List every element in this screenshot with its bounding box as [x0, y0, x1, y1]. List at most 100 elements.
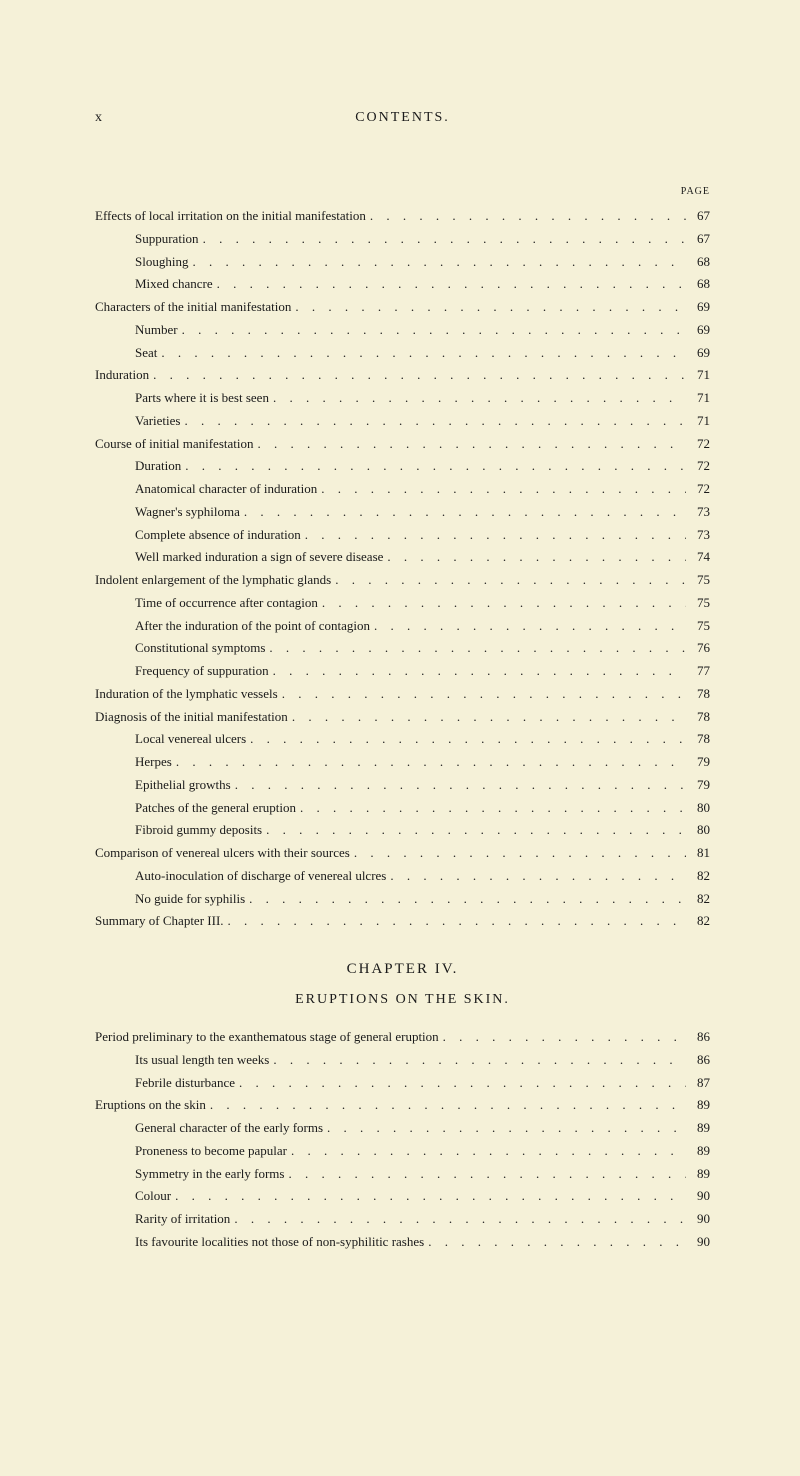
- toc-entry-page: 69: [686, 319, 710, 342]
- toc-entry-label: Induration: [95, 364, 149, 387]
- toc-entry-page: 78: [686, 728, 710, 751]
- toc-leader-dots: . . . . . . . . . . . . . . . . . . . . …: [269, 660, 686, 683]
- toc-entry-label: Sloughing: [135, 251, 188, 274]
- toc-entry-page: 82: [686, 888, 710, 911]
- toc-leader-dots: . . . . . . . . . . . . . . . . . . . . …: [188, 251, 686, 274]
- toc-entry: Herpes. . . . . . . . . . . . . . . . . …: [95, 751, 710, 774]
- toc-entry-page: 75: [686, 592, 710, 615]
- toc-entry: Course of initial manifestation. . . . .…: [95, 433, 710, 456]
- toc-entry-label: Anatomical character of induration: [135, 478, 317, 501]
- toc-section-1: Effects of local irritation on the initi…: [95, 205, 710, 933]
- toc-entry-page: 89: [686, 1117, 710, 1140]
- toc-entry-label: Number: [135, 319, 178, 342]
- toc-entry-page: 81: [686, 842, 710, 865]
- toc-entry-page: 78: [686, 683, 710, 706]
- toc-entry-page: 87: [686, 1072, 710, 1095]
- toc-entry-page: 69: [686, 342, 710, 365]
- toc-leader-dots: . . . . . . . . . . . . . . . . . . . . …: [383, 546, 686, 569]
- toc-entry: Anatomical character of induration. . . …: [95, 478, 710, 501]
- toc-entry: Mixed chancre. . . . . . . . . . . . . .…: [95, 273, 710, 296]
- toc-entry-label: Fibroid gummy deposits: [135, 819, 262, 842]
- toc-entry-label: Proneness to become papular: [135, 1140, 287, 1163]
- toc-entry: Suppuration. . . . . . . . . . . . . . .…: [95, 228, 710, 251]
- toc-entry-label: Suppuration: [135, 228, 199, 251]
- toc-entry-page: 86: [686, 1026, 710, 1049]
- toc-entry-page: 73: [686, 501, 710, 524]
- toc-leader-dots: . . . . . . . . . . . . . . . . . . . . …: [265, 637, 686, 660]
- toc-entry: Induration. . . . . . . . . . . . . . . …: [95, 364, 710, 387]
- toc-entry: Patches of the general eruption. . . . .…: [95, 797, 710, 820]
- toc-entry-label: Epithelial growths: [135, 774, 231, 797]
- toc-entry-label: Time of occurrence after contagion: [135, 592, 318, 615]
- toc-entry-label: Wagner's syphiloma: [135, 501, 240, 524]
- toc-entry: Characters of the initial manifestation.…: [95, 296, 710, 319]
- toc-entry: Number. . . . . . . . . . . . . . . . . …: [95, 319, 710, 342]
- toc-entry-page: 71: [686, 364, 710, 387]
- toc-entry-label: Mixed chancre: [135, 273, 213, 296]
- toc-entry-page: 75: [686, 569, 710, 592]
- toc-entry: Fibroid gummy deposits. . . . . . . . . …: [95, 819, 710, 842]
- toc-entry-page: 72: [686, 455, 710, 478]
- toc-entry: Effects of local irritation on the initi…: [95, 205, 710, 228]
- toc-entry: Duration. . . . . . . . . . . . . . . . …: [95, 455, 710, 478]
- toc-entry: Epithelial growths. . . . . . . . . . . …: [95, 774, 710, 797]
- toc-entry-page: 90: [686, 1231, 710, 1254]
- toc-entry-label: Auto-inoculation of discharge of venerea…: [135, 865, 386, 888]
- toc-entry-page: 90: [686, 1185, 710, 1208]
- toc-entry: Diagnosis of the initial manifestation. …: [95, 706, 710, 729]
- toc-entry-label: Well marked induration a sign of severe …: [135, 546, 383, 569]
- toc-leader-dots: . . . . . . . . . . . . . . . . . . . . …: [278, 683, 686, 706]
- toc-leader-dots: . . . . . . . . . . . . . . . . . . . . …: [246, 728, 686, 751]
- toc-entry-label: Characters of the initial manifestation: [95, 296, 291, 319]
- toc-entry-page: 71: [686, 410, 710, 433]
- toc-entry-page: 79: [686, 751, 710, 774]
- toc-entry-page: 72: [686, 478, 710, 501]
- toc-entry-page: 82: [686, 865, 710, 888]
- toc-entry-page: 68: [686, 251, 710, 274]
- toc-entry-label: Parts where it is best seen: [135, 387, 269, 410]
- toc-leader-dots: . . . . . . . . . . . . . . . . . . . . …: [230, 1208, 686, 1231]
- toc-entry: Febrile disturbance. . . . . . . . . . .…: [95, 1072, 710, 1095]
- toc-entry-label: Diagnosis of the initial manifestation: [95, 706, 288, 729]
- toc-entry-label: Varieties: [135, 410, 180, 433]
- toc-entry: Period preliminary to the exanthematous …: [95, 1026, 710, 1049]
- toc-leader-dots: . . . . . . . . . . . . . . . . . . . . …: [245, 888, 686, 911]
- toc-entry-label: Rarity of irritation: [135, 1208, 230, 1231]
- toc-entry-page: 89: [686, 1163, 710, 1186]
- toc-leader-dots: . . . . . . . . . . . . . . . . . . . . …: [181, 455, 686, 478]
- toc-entry: Well marked induration a sign of severe …: [95, 546, 710, 569]
- toc-leader-dots: . . . . . . . . . . . . . . . . . . . . …: [301, 524, 686, 547]
- toc-leader-dots: . . . . . . . . . . . . . . . . . . . . …: [171, 1185, 686, 1208]
- toc-entry-label: Summary of Chapter III.: [95, 910, 224, 933]
- toc-entry: Seat. . . . . . . . . . . . . . . . . . …: [95, 342, 710, 365]
- toc-entry-label: Comparison of venereal ulcers with their…: [95, 842, 350, 865]
- toc-entry-page: 72: [686, 433, 710, 456]
- toc-entry-page: 89: [686, 1094, 710, 1117]
- toc-entry-label: Colour: [135, 1185, 171, 1208]
- toc-leader-dots: . . . . . . . . . . . . . . . . . . . . …: [206, 1094, 686, 1117]
- toc-leader-dots: . . . . . . . . . . . . . . . . . . . . …: [318, 592, 686, 615]
- toc-entry: Frequency of suppuration. . . . . . . . …: [95, 660, 710, 683]
- toc-entry-page: 75: [686, 615, 710, 638]
- toc-leader-dots: . . . . . . . . . . . . . . . . . . . . …: [240, 501, 686, 524]
- toc-entry-label: Local venereal ulcers: [135, 728, 246, 751]
- toc-entry-label: Frequency of suppuration: [135, 660, 269, 683]
- toc-entry-page: 77: [686, 660, 710, 683]
- toc-leader-dots: . . . . . . . . . . . . . . . . . . . . …: [350, 842, 686, 865]
- toc-leader-dots: . . . . . . . . . . . . . . . . . . . . …: [287, 1140, 686, 1163]
- toc-leader-dots: . . . . . . . . . . . . . . . . . . . . …: [317, 478, 686, 501]
- toc-leader-dots: . . . . . . . . . . . . . . . . . . . . …: [269, 1049, 686, 1072]
- toc-entry: Complete absence of induration. . . . . …: [95, 524, 710, 547]
- toc-entry-page: 69: [686, 296, 710, 319]
- toc-leader-dots: . . . . . . . . . . . . . . . . . . . . …: [331, 569, 686, 592]
- toc-entry-label: Constitutional symptoms: [135, 637, 265, 660]
- toc-entry: After the induration of the point of con…: [95, 615, 710, 638]
- toc-entry-page: 67: [686, 228, 710, 251]
- toc-entry-label: Symmetry in the early forms: [135, 1163, 284, 1186]
- toc-entry-page: 89: [686, 1140, 710, 1163]
- toc-leader-dots: . . . . . . . . . . . . . . . . . . . . …: [224, 910, 686, 933]
- page-number-roman: x: [95, 110, 115, 126]
- toc-entry: Sloughing. . . . . . . . . . . . . . . .…: [95, 251, 710, 274]
- toc-entry-label: No guide for syphilis: [135, 888, 245, 911]
- toc-entry: Symmetry in the early forms. . . . . . .…: [95, 1163, 710, 1186]
